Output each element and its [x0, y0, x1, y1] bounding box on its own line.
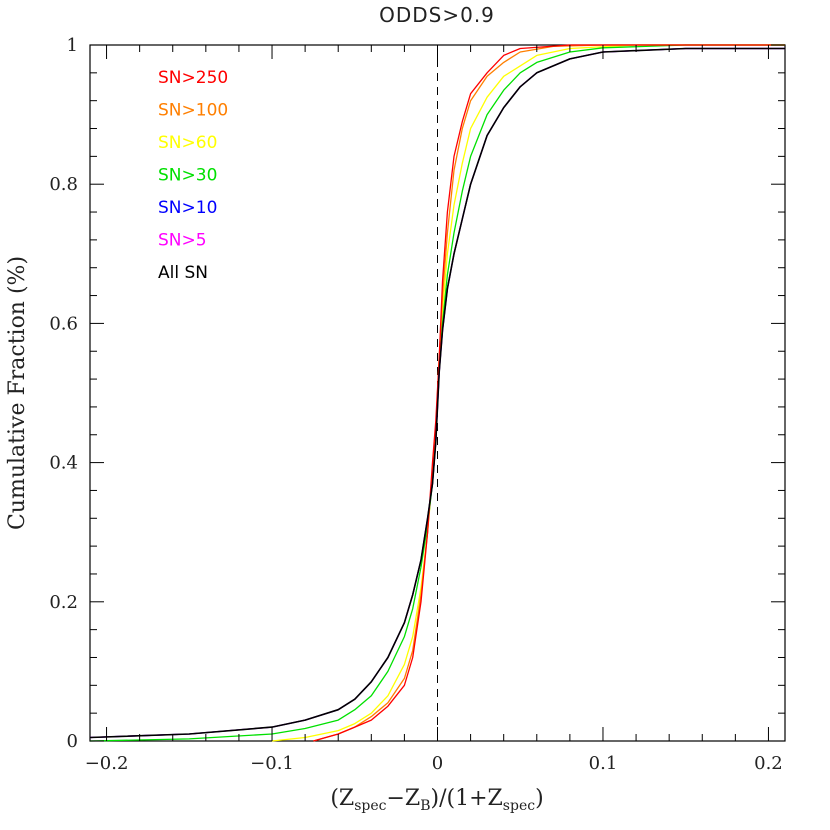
y-tick-label: 0.2: [49, 592, 78, 613]
series-group: [89, 44, 785, 742]
legend-entry: SN>100: [158, 101, 228, 121]
legend-entry: SN>60: [158, 133, 217, 153]
legend-entry: All SN: [158, 263, 208, 283]
x-tick-label: 0.2: [754, 753, 783, 774]
y-tick-label: 0.8: [49, 174, 78, 195]
legend-entry: SN>30: [158, 166, 217, 186]
series-line-all-sn: [89, 47, 785, 739]
legend: SN>250 SN>100 SN>60 SN>30 SN>10 SN>5 All SN: [158, 68, 228, 283]
y-tick-label: 0.4: [49, 453, 78, 474]
x-tick-label: 0: [432, 753, 443, 774]
x-tick-label: −0.2: [85, 753, 129, 774]
x-axis-label: (Zspec−ZB)/(1+Zspec): [330, 786, 543, 814]
chart-title: ODDS>0.9: [379, 3, 495, 27]
series-line-sn-100: [313, 44, 785, 742]
x-tick-label: −0.1: [250, 753, 294, 774]
tick-labels: −0.2 −0.1 0 0.1 0.2 0 0.2 0.4 0.6 0.8 1: [49, 35, 782, 774]
y-tick-label: 0.6: [49, 313, 78, 334]
y-tick-label: 1: [67, 35, 78, 56]
legend-entry: SN>250: [158, 68, 228, 88]
axis-ticks: [90, 44, 785, 742]
legend-entry: SN>5: [158, 231, 207, 251]
series-line-sn-60: [271, 44, 785, 742]
x-tick-label: 0.1: [589, 753, 618, 774]
y-axis-label: Cumulative Fraction (%): [5, 256, 30, 530]
y-tick-label: 0: [67, 731, 78, 752]
legend-entry: SN>10: [158, 198, 217, 218]
series-line-sn-250: [313, 44, 785, 742]
